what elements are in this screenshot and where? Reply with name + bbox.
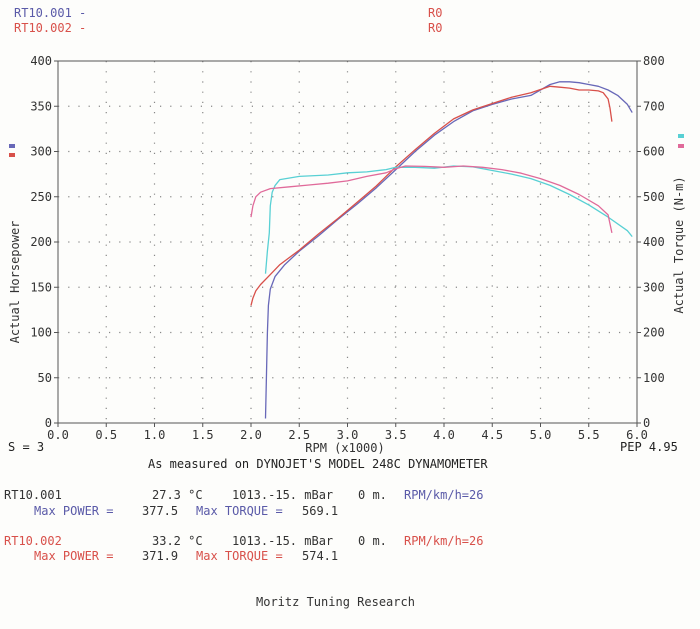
chart-axes [57,60,638,424]
run2-torque-line [250,165,613,234]
run1-altitude: 0 m. [358,488,387,502]
y2-tick-label: 200 [643,326,665,340]
y-tick-label: 300 [30,145,52,159]
run2-max-torque-label: Max TORQUE = [196,549,283,563]
y-tick-label: 100 [30,326,52,340]
run2-max-power-label: Max POWER = [34,549,114,563]
run1-torque-swatch [678,134,684,138]
x-tick-label: 4.0 [433,428,455,442]
run1-header-code: R0 [428,6,443,20]
y2-tick-label: 500 [643,190,665,204]
x-tick-label: 3.5 [385,428,407,442]
chart-series [250,81,633,419]
plot-frame [57,60,638,424]
x-tick-label: 2.0 [240,428,262,442]
run2-temp: 33.2 °C [152,534,203,548]
run1-temp: 27.3 °C [152,488,203,502]
run2-power-line [250,85,613,306]
run2-altitude: 0 m. [358,534,387,548]
run1-header-name: RT10.001 - [14,6,87,20]
y-axis-label: Actual Horsepower [8,221,22,344]
x-tick-label: 0.5 [95,428,117,442]
run2-rpm-kmh: RPM/km/h=26 [404,534,484,548]
run2-label: RT10.002 [4,534,62,548]
x-tick-label: 4.5 [481,428,503,442]
smoothing-label: S = 3 [8,440,45,454]
run2-header-name: RT10.002 - [14,21,87,35]
run2-pressure: 1013.-15. mBar [232,534,334,548]
dyno-chart: 0.0 0.5 1.0 1.5 2.0 2.5 3.0 3.5 4.0 4.5 5.0 5.5 6.00… [8,54,686,455]
run2-torque-swatch [678,144,684,148]
chart-ticks: 0.0 0.5 1.0 1.5 2.0 2.5 3.0 3.5 4.0 4.5 5.0 5.5 6.00… [30,54,664,442]
y-tick-label: 150 [30,280,52,294]
y2-tick-label: 100 [643,371,665,385]
measured-note: As measured on DYNOJET'S MODEL 248C DYNA… [148,457,488,471]
run1-max-power-label: Max POWER = [34,504,114,518]
pep-label: PEP 4.95 [620,440,678,454]
run1-pressure: 1013.-15. mBar [232,488,334,502]
y2-tick-label: 800 [643,54,665,68]
x-tick-label: 5.5 [578,428,600,442]
y-tick-label: 50 [38,371,52,385]
x-tick-label: 3.0 [337,428,359,442]
run1-torque-line [264,165,633,274]
y2-tick-label: 300 [643,280,665,294]
run1-power-line [264,81,633,419]
run1-max-power: 377.5 [142,504,179,518]
x-tick-label: 1.5 [192,428,214,442]
y-tick-label: 200 [30,235,52,249]
run1-max-torque: 569.1 [302,504,339,518]
y2-tick-label: 600 [643,145,665,159]
chart-grid [58,61,637,423]
x-tick-label: 6.0 [626,428,648,442]
y-tick-label: 0 [45,416,52,430]
y-tick-label: 400 [30,54,52,68]
run2-max-torque: 574.1 [302,549,339,563]
y2-tick-label: 400 [643,235,665,249]
y-tick-label: 250 [30,190,52,204]
x-tick-label: 2.5 [288,428,310,442]
run2-header-code: R0 [428,21,443,35]
x-tick-label: 1.0 [144,428,166,442]
run1-max-torque-label: Max TORQUE = [196,504,283,518]
x-axis-label: RPM (x1000) [305,441,384,455]
run2-max-power: 371.9 [142,549,179,563]
y2-tick-label: 0 [643,416,650,430]
run1-power-swatch [9,144,15,148]
run2-power-swatch [9,153,15,157]
company-name: Moritz Tuning Research [256,595,415,609]
x-tick-label: 0.0 [47,428,69,442]
run1-label: RT10.001 [4,488,62,502]
run1-rpm-kmh: RPM/km/h=26 [404,488,484,502]
y2-axis-label: Actual Torque (N-m) [672,176,686,313]
y2-tick-label: 700 [643,99,665,113]
y-tick-label: 350 [30,99,52,113]
x-tick-label: 5.0 [530,428,552,442]
